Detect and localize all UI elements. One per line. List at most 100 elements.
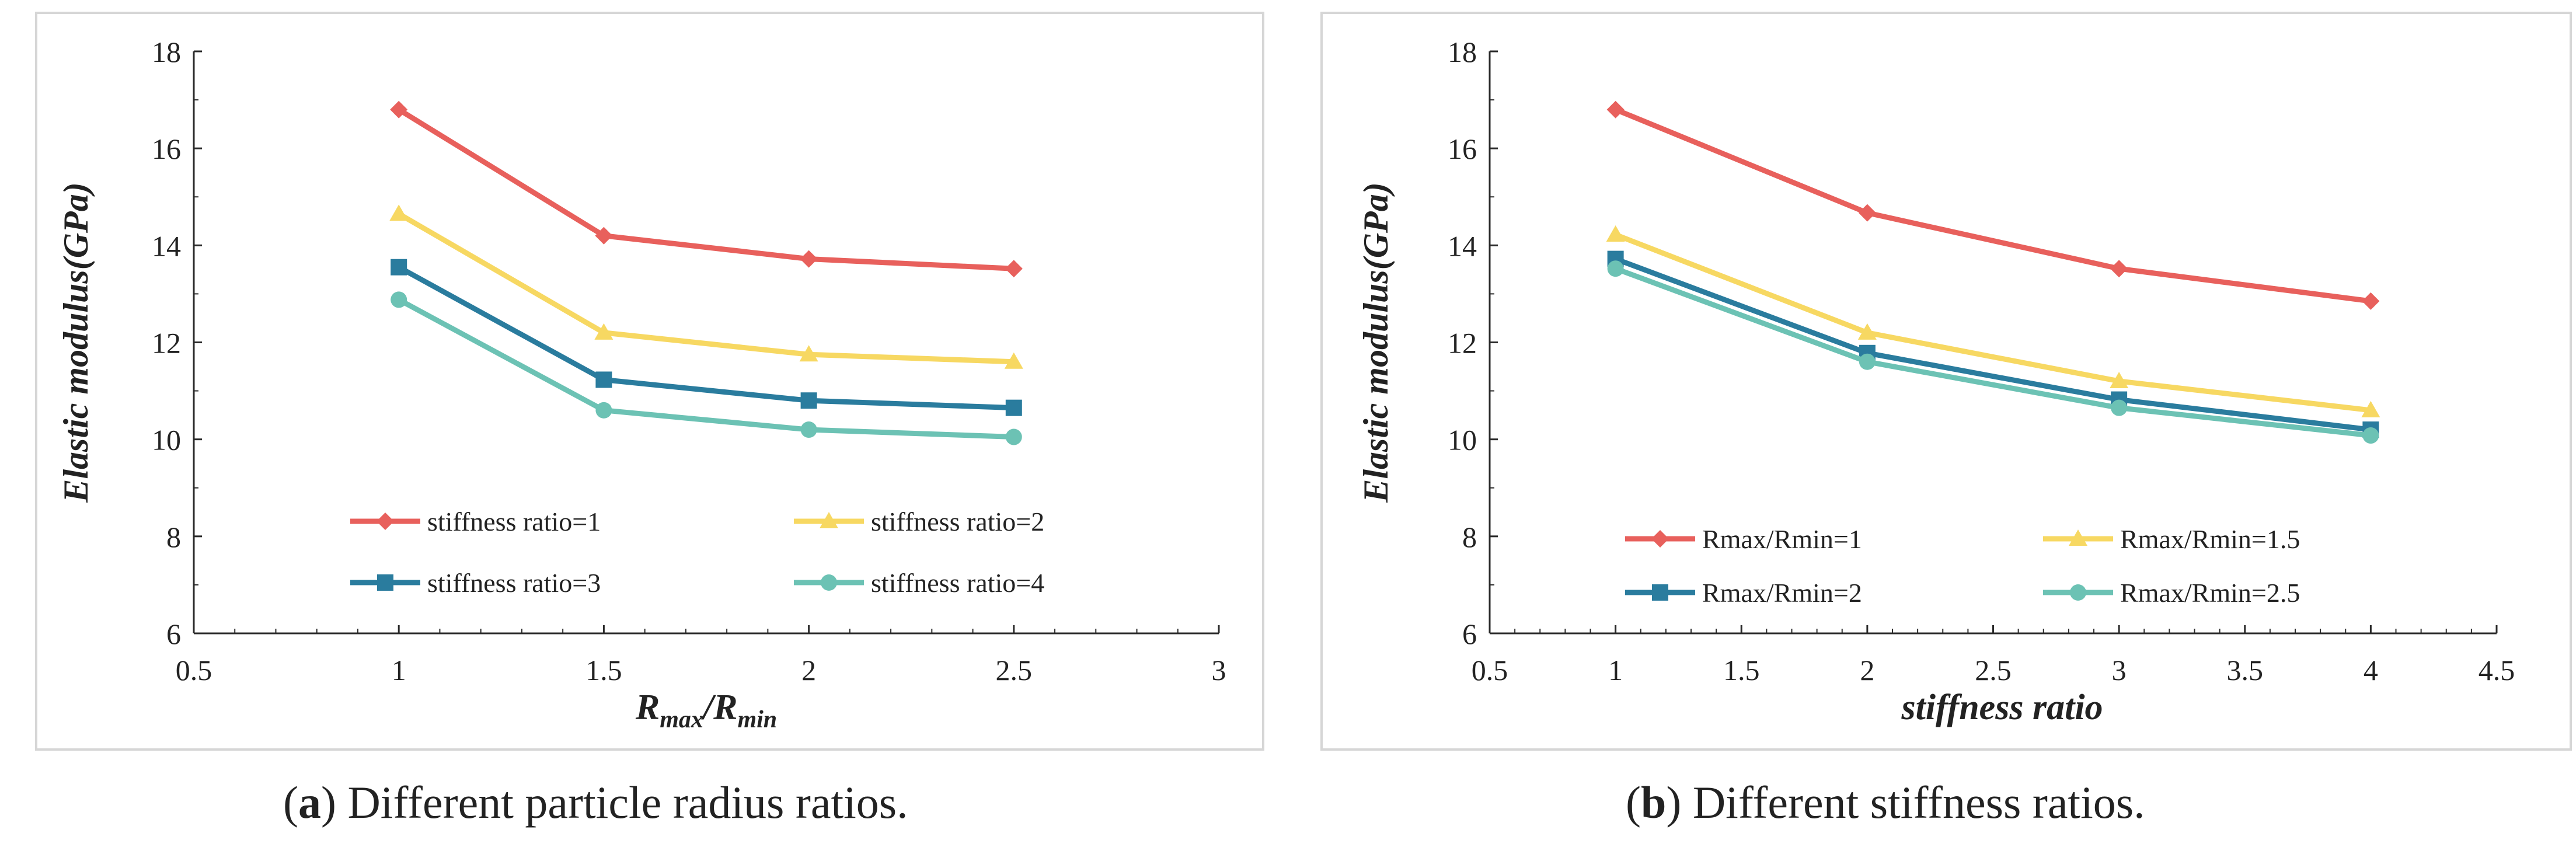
legend-swatch-marker [377,513,394,530]
y-tick-label: 14 [152,229,181,262]
data-point [800,250,818,268]
data-point [2110,371,2129,388]
legend-swatch-marker [820,512,838,528]
data-point [1857,323,1877,340]
legend-label: stiffness ratio=4 [871,568,1044,598]
data-point [1606,100,1625,118]
y-tick-label: 6 [166,618,181,650]
x-axis-label-part: /R [701,688,738,727]
x-tick-label: 1 [1608,654,1623,686]
chart-a: 6 8 10 12 14 16 18 0.5 1 1.5 2 2.5 3 Elastic modulus(… [35,12,1264,751]
data-point [391,291,407,308]
caption-b-text: ) Different stiffness ratios. [1666,777,2145,828]
x-tick-label: 2 [801,654,816,686]
data-point [595,402,612,419]
data-point [390,100,408,118]
caption-b-label: b [1640,777,1667,828]
data-point [1005,260,1023,278]
data-point [1005,428,1022,445]
series-line [1614,107,2371,304]
x-tick-label: 2 [1860,654,1874,686]
caption-b: (b) Different stiffness ratios. [1626,777,2145,828]
data-point [2362,292,2380,310]
chart-frame [1320,12,2572,751]
data-point [1606,225,1625,242]
y-tick-label: 8 [1462,521,1477,553]
legend-swatch-marker [2070,584,2086,601]
caption-a-label: a [298,777,321,828]
x-axis-label-sub: max [660,706,703,733]
x-tick-label: 3 [1212,654,1226,686]
series-line [1614,232,2371,413]
legend-label: Rmax/Rmin=1.5 [2120,524,2300,554]
y-tick-label: 8 [166,521,181,553]
series-line [1615,256,2371,433]
x-tick-label: 4.5 [2479,654,2515,686]
data-point [391,259,407,276]
data-point [1607,260,1624,277]
y-tick-label: 18 [152,36,181,68]
x-tick-label: 2.5 [996,654,1033,686]
legend-label: stiffness ratio=3 [427,568,601,598]
x-tick-label: 4 [2364,654,2378,686]
data-point [1004,352,1023,369]
caption-a: (a) Different particle radius ratios. [283,777,908,828]
y-tick-label: 16 [1448,133,1477,165]
y-tick-label: 6 [1462,618,1477,650]
y-axis-label: Elastic modulus(GPa) [57,182,95,503]
caption-a-text: ) Different particle radius ratios. [320,777,908,828]
y-tick-label: 10 [1448,424,1477,456]
data-point [1005,399,1022,416]
x-tick-label: 1 [392,654,406,686]
series-line [398,264,1014,411]
data-point [800,392,817,409]
x-tick-label: 3 [2112,654,2127,686]
y-tick-label: 12 [1448,327,1477,360]
x-axis-label: stiffness ratio [1901,688,2103,727]
legend-label: Rmax/Rmin=2.5 [2120,578,2300,608]
chart-frame [35,12,1264,751]
data-point [595,371,612,388]
series-line [398,297,1014,440]
data-point [1858,204,1876,222]
legend-label: Rmax/Rmin=2 [1702,578,1862,608]
data-point [800,421,817,438]
x-tick-label: 2.5 [1975,654,2012,686]
series-line [397,211,1014,365]
chart-b: 6 8 10 12 14 16 18 0.5 1 1.5 2 2.5 3 3.5 4 4.5 Elastic m… [1320,12,2572,751]
x-tick-label: 3.5 [2227,654,2264,686]
legend-swatch-marker [1652,584,1668,601]
y-axis-label: Elastic modulus(GPa) [1357,182,1395,503]
legend-swatch-marker [377,574,393,591]
series-line [1615,266,2371,438]
legend-label: Rmax/Rmin=1 [1702,524,1862,554]
x-tick-label: 1.5 [1723,654,1760,686]
x-tick-label: 0.5 [176,654,212,686]
y-tick-label: 18 [1448,36,1477,68]
x-axis-label-part: R [635,688,660,727]
data-point [2361,400,2380,417]
x-axis-label-sub: min [737,706,777,733]
legend-swatch-marker [821,574,837,591]
legend-swatch-marker [1651,530,1669,548]
data-point [2362,427,2379,444]
x-tick-label: 0.5 [1472,654,1508,686]
data-point [594,323,614,340]
x-tick-label: 1.5 [585,654,622,686]
y-tick-label: 16 [152,133,181,165]
y-tick-label: 12 [152,327,181,360]
data-point [2110,260,2128,278]
series-line [397,107,1015,271]
x-axis-label: Rmax/Rmin [635,688,777,733]
data-point [2111,399,2128,416]
legend-label: stiffness ratio=1 [427,507,601,536]
data-point [1859,353,1876,370]
legend-swatch-marker [2069,529,2087,546]
data-point [799,345,818,362]
y-tick-label: 10 [152,424,181,456]
data-point [389,204,409,221]
legend-label: stiffness ratio=2 [871,507,1044,536]
data-point [595,226,613,245]
y-tick-label: 14 [1448,229,1477,262]
